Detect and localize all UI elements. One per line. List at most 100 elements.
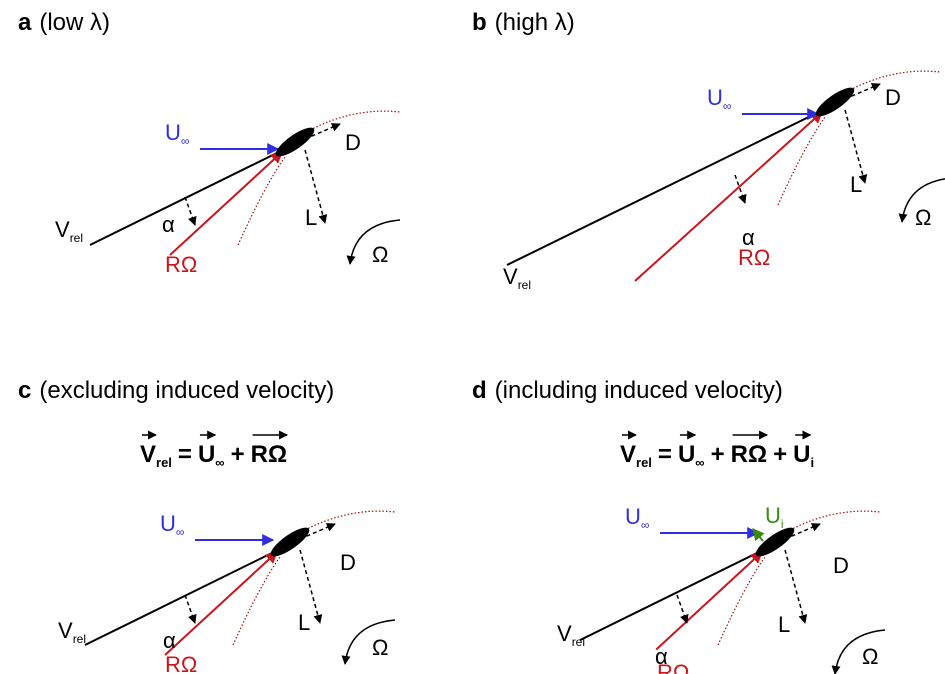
label: U∞ (160, 511, 184, 539)
angle-arrow (185, 197, 195, 225)
label-subscript: ∞ (641, 518, 650, 532)
induced-velocity-arrow (753, 529, 763, 541)
relative-velocity-line (85, 550, 278, 645)
label-text: Ω (372, 635, 388, 660)
label-text: V (58, 618, 73, 643)
label-subscript: ∞ (181, 134, 190, 148)
label: L (850, 172, 862, 197)
airfoil (267, 523, 313, 561)
label-subscript: rel (572, 635, 585, 649)
panel-caption: (including induced velocity) (495, 377, 783, 404)
equation-operator: + (711, 441, 725, 468)
panel-letter: c (18, 377, 31, 404)
label: α (162, 212, 175, 237)
label: D (833, 553, 849, 578)
label-text: L (305, 205, 317, 230)
label-text: Ω (372, 242, 388, 267)
label: U∞ (198, 441, 225, 470)
label-text: U (793, 441, 810, 468)
label: RΩ (738, 245, 770, 270)
label-text: D (885, 85, 901, 110)
label-text: RΩ (165, 252, 197, 277)
label-text: Ω (862, 644, 878, 669)
equation-operator: = (658, 441, 672, 468)
airfoil (752, 523, 798, 561)
label-text: D (345, 130, 361, 155)
label: RΩ (165, 652, 197, 674)
figure: a(low λ)U∞DLVrelαRΩΩb(high λ)U∞DLVrelαRΩ… (0, 0, 945, 674)
label-text: U (625, 504, 641, 529)
equation-operator: + (773, 441, 787, 468)
label: U∞ (678, 441, 705, 470)
label: Vrel (55, 217, 83, 245)
label: L (778, 612, 790, 637)
label-subscript: rel (156, 455, 172, 470)
label: Vrel (620, 441, 652, 470)
label-text: V (55, 217, 70, 242)
relative-velocity-line (580, 550, 763, 640)
equation-operator: = (178, 441, 192, 468)
rotation-velocity-arrow (170, 152, 282, 255)
label: RΩ (731, 441, 768, 468)
label-text: L (778, 612, 790, 637)
panel-letter: a (18, 9, 32, 36)
panel-heading: d(including induced velocity) (472, 377, 783, 404)
rotation-path (310, 111, 400, 130)
panel-caption: (low λ) (39, 9, 110, 36)
label-subscript: rel (636, 455, 652, 470)
label-text: RΩ (657, 660, 689, 674)
label-subscript: rel (518, 278, 531, 292)
equation-operator: + (231, 441, 245, 468)
label-subscript: ∞ (176, 525, 185, 539)
label-text: V (557, 621, 572, 646)
label: Ω (372, 242, 388, 267)
label-text: U (165, 120, 181, 145)
relative-velocity-line (507, 110, 823, 265)
panel-heading: b (high λ) (472, 9, 575, 36)
label: Vrel (58, 618, 86, 646)
label-text: Ω (915, 205, 931, 230)
panel-caption: (high λ) (495, 9, 575, 36)
label-subscript: i (811, 455, 815, 470)
label: L (305, 205, 317, 230)
label: Ω (915, 205, 931, 230)
label: RΩ (165, 252, 197, 277)
label-text: U (678, 441, 695, 468)
angle-arrow (677, 595, 687, 623)
rotation-velocity-arrow (165, 552, 277, 655)
panel-heading: c(excluding induced velocity) (18, 377, 334, 404)
panel-letter: b (472, 9, 487, 36)
label-text: L (298, 610, 310, 635)
label-text: U (160, 511, 176, 536)
rotation-velocity-arrow (656, 552, 762, 650)
label-text: RΩ (738, 245, 770, 270)
label: Vrel (140, 441, 172, 470)
label: L (298, 610, 310, 635)
label: α (163, 628, 176, 653)
label-text: U (198, 441, 215, 468)
rotation-velocity-arrow (635, 112, 822, 281)
label: Ui (765, 503, 784, 531)
label-text: RΩ (731, 441, 768, 468)
label-text: RΩ (165, 652, 197, 674)
label-text: U (707, 85, 723, 110)
label-text: V (140, 441, 156, 468)
label: U∞ (165, 120, 189, 148)
label-text: V (503, 264, 518, 289)
label: D (340, 550, 356, 575)
label-subscript: rel (73, 632, 86, 646)
label: Ui (793, 441, 814, 470)
angle-arrow (185, 595, 195, 623)
rotation-path (790, 511, 880, 530)
label: U∞ (625, 504, 649, 532)
airfoil (272, 123, 318, 161)
label-text: RΩ (251, 441, 288, 468)
label: RΩ (657, 660, 689, 674)
label: Ω (862, 644, 878, 669)
rotation-path (305, 511, 395, 530)
label-text: α (163, 628, 176, 653)
label: D (345, 130, 361, 155)
label-text: V (620, 441, 636, 468)
label-text: U (765, 503, 781, 528)
label: RΩ (251, 441, 288, 468)
